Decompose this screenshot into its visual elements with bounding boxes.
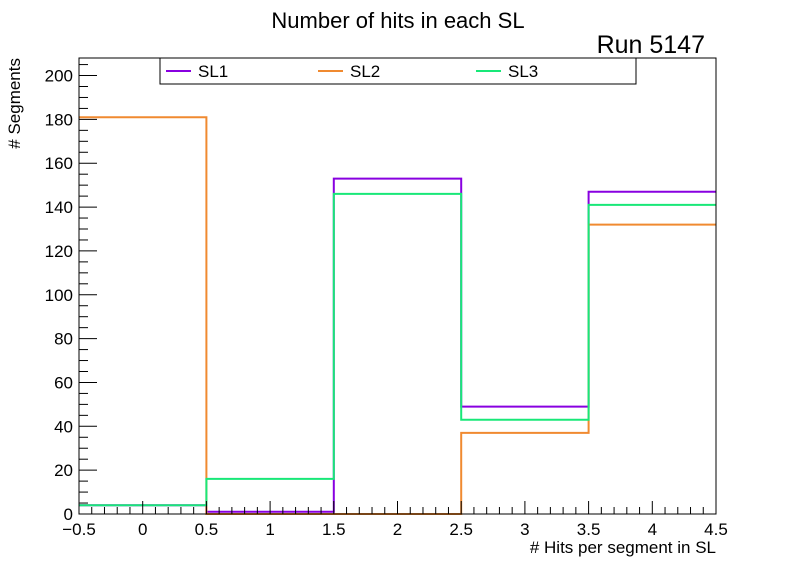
x-tick-label: 1.5 <box>322 520 346 539</box>
x-tick-label: 1 <box>265 520 274 539</box>
legend: SL1 SL2 SL3 <box>159 57 637 85</box>
run-label: Run 5147 <box>597 31 705 59</box>
x-tick-label: 2 <box>393 520 402 539</box>
axes-layer: −0.5 0 0.5 1 1.5 2 2.5 3 3.5 4 4.50204060801001201… <box>45 57 728 539</box>
legend-label-sl1: SL1 <box>198 62 228 81</box>
x-axis-label: # Hits per segment in SL <box>530 538 716 557</box>
y-tick-label: 40 <box>54 417 73 436</box>
y-tick-label: 0 <box>64 505 73 524</box>
y-tick-label: 80 <box>54 330 73 349</box>
x-tick-label: 3.5 <box>577 520 601 539</box>
y-tick-label: 140 <box>45 198 73 217</box>
y-tick-label: 200 <box>45 67 73 86</box>
y-tick-label: 180 <box>45 110 73 129</box>
x-tick-label: 4 <box>648 520 657 539</box>
chart-title: Number of hits in each SL <box>271 8 524 33</box>
x-tick-label: −0.5 <box>62 520 96 539</box>
y-tick-label: 160 <box>45 154 73 173</box>
y-tick-label: 20 <box>54 461 73 480</box>
x-tick-label: 0 <box>138 520 147 539</box>
y-axis-label: # Segments <box>5 58 24 149</box>
x-tick-label: 0.5 <box>195 520 219 539</box>
x-tick-label: 3 <box>520 520 529 539</box>
legend-label-sl2: SL2 <box>350 62 380 81</box>
x-tick-label: 4.5 <box>704 520 728 539</box>
series-sl3-line <box>79 192 716 507</box>
legend-box <box>159 57 637 85</box>
y-tick-label: 60 <box>54 373 73 392</box>
y-tick-label: 100 <box>45 286 73 305</box>
y-tick-label: 120 <box>45 242 73 261</box>
x-tick-label: 2.5 <box>449 520 473 539</box>
legend-label-sl3: SL3 <box>508 62 538 81</box>
